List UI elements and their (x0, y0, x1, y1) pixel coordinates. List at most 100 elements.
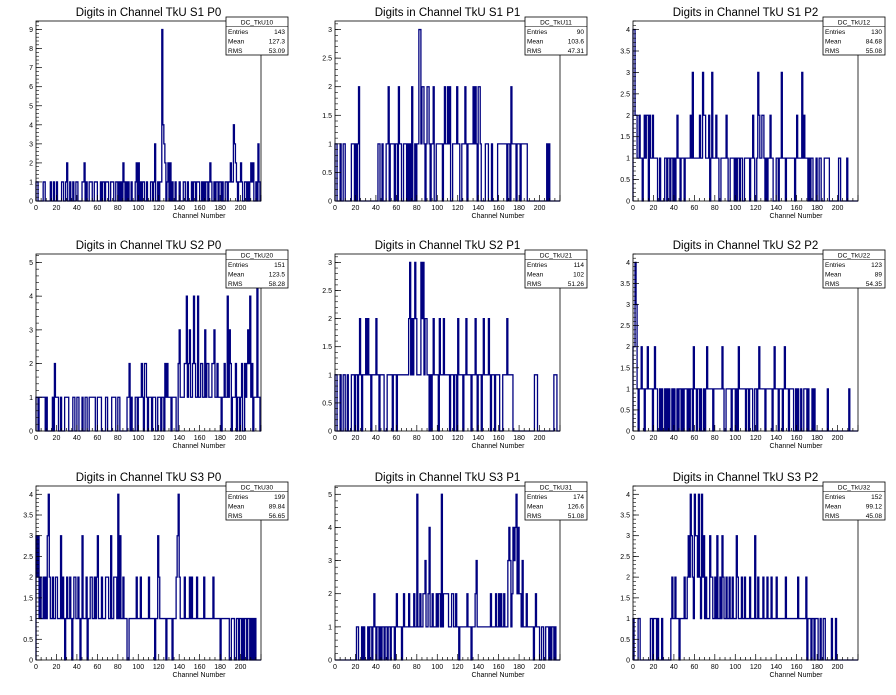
y-tick-label: 2 (29, 160, 33, 167)
stats-value: 45.08 (866, 513, 883, 520)
stats-label: RMS (527, 48, 542, 55)
x-tick-label: 40 (372, 205, 380, 212)
x-tick-label: 100 (729, 664, 741, 671)
x-tick-label: 80 (114, 664, 122, 671)
y-tick-label: 9 (29, 27, 33, 34)
stats-label: Entries (825, 29, 846, 36)
stats-box (225, 16, 289, 56)
y-tick-label: 1 (626, 616, 630, 623)
x-tick-label: 100 (132, 205, 144, 212)
x-tick-label: 80 (413, 205, 421, 212)
y-tick-label: 2 (328, 84, 332, 91)
stats-value: 58.28 (269, 281, 286, 288)
stats-name: DC_TkU22 (838, 253, 871, 260)
x-tick-label: 160 (194, 435, 206, 442)
x-tick-label: 0 (333, 664, 337, 671)
x-tick-label: 20 (352, 205, 360, 212)
y-tick-label: 1.5 (322, 113, 332, 120)
histogram-panel-5: Digits in Channel TkU S2 P10 20 40 60 80 100 1… (322, 240, 588, 450)
stats-label: Entries (825, 262, 846, 269)
x-tick-label: 40 (670, 205, 678, 212)
stats-value: 56.65 (269, 513, 286, 520)
stats-value: 89.84 (269, 504, 286, 511)
x-tick-label: 80 (413, 664, 421, 671)
histogram-line (632, 28, 858, 202)
x-tick-label: 20 (53, 435, 61, 442)
y-tick-label: 1 (328, 624, 332, 631)
stats-name: DC_TkU11 (540, 20, 572, 27)
x-tick-label: 0 (34, 205, 38, 212)
x-tick-label: 180 (513, 664, 525, 671)
y-tick-label: 8 (29, 46, 33, 53)
y-tick-label: 3.5 (620, 513, 630, 520)
x-tick-label: 200 (832, 205, 844, 212)
stats-label: Mean (527, 39, 544, 46)
x-tick-label: 140 (472, 435, 484, 442)
stats-label: Entries (825, 494, 846, 501)
y-tick-label: 3 (29, 141, 33, 148)
y-tick-label: 1.5 (620, 134, 630, 141)
stats-value: 114 (574, 262, 585, 269)
y-tick-label: 4 (29, 122, 33, 129)
x-tick-label: 160 (194, 664, 206, 671)
x-axis-title: Channel Number (472, 213, 526, 220)
x-tick-label: 20 (352, 435, 360, 442)
stats-label: Mean (228, 272, 245, 279)
y-tick-label: 4 (29, 492, 33, 499)
x-tick-label: 200 (235, 664, 247, 671)
stats-label: Mean (228, 504, 245, 511)
x-tick-label: 100 (729, 205, 741, 212)
y-tick-label: 1.5 (322, 344, 332, 351)
x-tick-label: 20 (53, 205, 61, 212)
x-tick-label: 160 (791, 435, 803, 442)
histogram-line (35, 28, 261, 202)
histogram-title: Digits in Channel TkU S2 P0 (76, 240, 222, 252)
y-tick-label: 4 (626, 260, 630, 267)
stats-value: 123.5 (269, 272, 286, 279)
x-tick-label: 180 (513, 205, 525, 212)
stats-name: DC_TkU32 (838, 485, 871, 492)
stats-label: Entries (228, 29, 249, 36)
y-tick-label: 0.5 (620, 637, 630, 644)
y-tick-label: 0 (29, 658, 33, 665)
histogram-title: Digits in Channel TkU S3 P2 (673, 472, 819, 484)
x-tick-label: 180 (214, 205, 226, 212)
histogram-title: Digits in Channel TkU S2 P2 (673, 240, 819, 252)
y-tick-label: 1 (29, 616, 33, 623)
stats-value: 54.35 (866, 281, 883, 288)
x-tick-label: 40 (372, 664, 380, 671)
x-tick-label: 20 (53, 664, 61, 671)
y-tick-label: 4 (29, 294, 33, 301)
x-tick-label: 60 (392, 435, 400, 442)
x-tick-label: 140 (770, 435, 782, 442)
y-tick-label: 4 (626, 492, 630, 499)
y-tick-label: 0.5 (23, 637, 33, 644)
stats-label: RMS (825, 281, 840, 288)
x-tick-label: 140 (173, 205, 185, 212)
stats-value: 55.08 (866, 48, 883, 55)
x-tick-label: 80 (413, 435, 421, 442)
histogram-panel-7: Digits in Channel TkU S3 P00 20 40 60 80 100 1… (23, 472, 289, 679)
x-tick-label: 160 (791, 205, 803, 212)
y-tick-label: 2.5 (322, 56, 332, 63)
x-tick-label: 60 (93, 664, 101, 671)
stats-value: 130 (871, 29, 882, 36)
y-tick-label: 1.5 (620, 595, 630, 602)
stats-label: RMS (527, 281, 542, 288)
y-tick-label: 5 (29, 103, 33, 110)
histogram-line (335, 493, 560, 661)
stats-value: 152 (871, 494, 882, 501)
x-axis-title: Channel Number (770, 672, 824, 679)
x-tick-label: 120 (750, 664, 762, 671)
y-tick-label: 0 (626, 658, 630, 665)
y-tick-label: 2 (328, 591, 332, 598)
histogram-panel-1: Digits in Channel TkU S1 P00 20 40 60 80 100 1… (29, 7, 289, 220)
y-tick-label: 5 (29, 260, 33, 267)
y-tick-label: 0 (626, 199, 630, 206)
y-tick-label: 0 (29, 199, 33, 206)
x-tick-label: 160 (493, 664, 505, 671)
x-tick-label: 120 (452, 664, 464, 671)
histogram-panel-9: Digits in Channel TkU S3 P20 20 40 60 80 100 1… (620, 472, 886, 679)
x-tick-label: 40 (670, 435, 678, 442)
x-tick-label: 180 (513, 435, 525, 442)
